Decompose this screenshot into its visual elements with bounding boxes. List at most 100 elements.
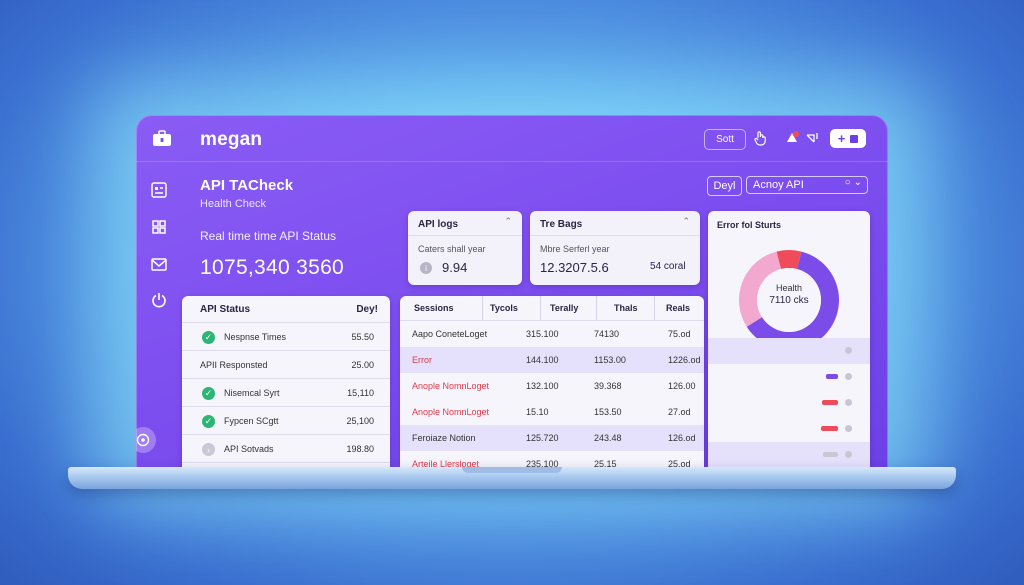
check-circle-icon: ✓ [202, 387, 215, 400]
donut-segment-error [776, 250, 802, 270]
session-value: 25.od [668, 459, 691, 469]
donut-label: Health [775, 283, 802, 293]
id-card-icon[interactable] [149, 180, 169, 200]
api-logs-card[interactable]: API logs ⌃ Caters shall year i 9.94 [408, 211, 522, 285]
settings-button[interactable]: Sott [704, 129, 746, 150]
session-name: Arteile Llersloget [412, 459, 480, 469]
session-value: 315.100 [526, 329, 559, 339]
session-value: 74130 [594, 329, 620, 339]
session-value: 15.10 [526, 407, 549, 417]
plus-label: + [837, 131, 846, 146]
chevron-up-icon[interactable]: ⌃ [504, 216, 512, 226]
avatar[interactable] [136, 427, 156, 453]
realtime-status-value: 1075,340 3560 [200, 256, 345, 279]
session-value: 27.od [668, 407, 691, 417]
briefcase-icon [153, 130, 171, 146]
column-header[interactable]: Reals [666, 303, 691, 313]
table-row[interactable]: Anople NomnLoget 15.10 153.50 27.od [400, 399, 704, 425]
donut-segment-secondary [739, 251, 782, 327]
status-value: 198.80 [346, 444, 374, 454]
mail-icon[interactable] [149, 254, 169, 274]
session-value: 144.100 [526, 355, 559, 365]
page-title: API TACheck [200, 177, 294, 194]
api-status-row[interactable]: › API Sotvads 198.80 [182, 435, 390, 463]
list-item [708, 416, 870, 442]
page-subtitle: Health Check [200, 198, 267, 210]
session-value: 1226.od [668, 355, 701, 365]
session-name: Anople NomnLoget [412, 407, 490, 417]
notification-icon[interactable] [784, 130, 800, 146]
column-header[interactable]: Tycols [490, 303, 518, 313]
list-item [708, 442, 870, 468]
session-value: 25.15 [594, 459, 617, 469]
session-value: 132.100 [526, 381, 559, 391]
session-value: 153.50 [594, 407, 622, 417]
status-dot [845, 425, 852, 432]
hand-pointer-icon[interactable] [752, 130, 768, 146]
api-status-row[interactable]: ✓ Fypcen SCgtt 25,100 [182, 407, 390, 435]
api-status-row[interactable]: APII Responsted 25.00 [182, 351, 390, 379]
row-divider [182, 350, 390, 351]
column-divider [482, 296, 483, 320]
table-row[interactable]: Arteile Llersloget 235.100 25.15 25.od [400, 451, 704, 473]
status-name: APII Responsted [200, 360, 268, 370]
table-row[interactable]: Aapo ConeteLoget 315.100 74130 75.od [400, 321, 704, 347]
check-circle-icon: ✓ [202, 331, 215, 344]
tre-bags-card[interactable]: Tre Bags ⌃ Mbre Serferl year 12.3207.5.6… [530, 211, 700, 285]
chevron-up-icon[interactable]: ⌃ [682, 216, 690, 226]
session-value: 243.48 [594, 433, 622, 443]
status-dot [845, 399, 852, 406]
help-icon [136, 433, 150, 447]
column-header[interactable]: Terally [550, 303, 579, 313]
session-value: 1153.00 [594, 355, 626, 365]
column-divider [654, 296, 655, 320]
list-item [708, 338, 870, 364]
session-value: 125.720 [526, 433, 559, 443]
status-value: 15,110 [347, 388, 374, 398]
power-icon[interactable] [149, 290, 169, 310]
status-dot [845, 347, 852, 354]
info-icon: i [420, 262, 432, 274]
status-name: Nisemcal Syrt [224, 388, 280, 398]
table-divider [400, 320, 704, 321]
table-row[interactable]: Feroiaze Notion 125.720 243.48 126.od [400, 425, 704, 451]
check-circle-icon: ✓ [202, 415, 215, 428]
api-status-row[interactable]: ✓ Nisemcal Syrt 15,110 [182, 379, 390, 407]
api-select[interactable]: Acnoy API ○ ⌄ [746, 176, 868, 194]
list-item [708, 364, 870, 390]
row-divider [182, 378, 390, 379]
api-status-row[interactable]: ✓ Nespnse Times 55.50 [182, 323, 390, 351]
laptop-notch [462, 467, 562, 473]
api-logs-value: 9.94 [442, 260, 468, 275]
table-row[interactable]: Anople NomnLoget 132.100 39.368 126.00 [400, 373, 704, 399]
status-value: 55.50 [351, 332, 374, 342]
column-header[interactable]: Sessions [414, 303, 454, 313]
column-header[interactable]: Thals [614, 303, 638, 313]
session-name: Error [412, 355, 432, 365]
add-button[interactable]: + [830, 129, 866, 148]
chevron-down-icon: ○ ⌄ [844, 177, 862, 188]
donut-segment-primary [746, 251, 839, 350]
api-status-panel: API Status Dey! ✓ Nespnse Times 55.50 APII … [182, 296, 390, 473]
expand-icon[interactable] [804, 130, 820, 146]
status-bar [821, 426, 838, 431]
health-donut-chart [739, 250, 839, 350]
grid-icon[interactable] [149, 217, 169, 237]
status-dot [845, 451, 852, 458]
donut-hole [757, 268, 821, 332]
status-value: 25,100 [346, 416, 374, 426]
api-logs-title: API logs [418, 219, 459, 230]
session-name: Feroiaze Notion [412, 433, 476, 443]
panel-divider [182, 322, 390, 323]
status-name: Nespnse Times [224, 332, 287, 342]
api-status-column: Dey! [356, 304, 378, 315]
status-value: 25.00 [351, 360, 374, 370]
api-select-value: Acnoy API [753, 179, 804, 191]
chevron-right-icon: › [202, 443, 215, 456]
table-row[interactable]: Error 144.100 1153.00 1226.od [400, 347, 704, 373]
brand-name: megan [200, 129, 263, 150]
laptop-screen: megan Sott + [136, 115, 888, 473]
period-select[interactable]: Deyl [707, 176, 742, 196]
tre-bags-title: Tre Bags [540, 219, 583, 230]
row-divider [182, 434, 390, 435]
